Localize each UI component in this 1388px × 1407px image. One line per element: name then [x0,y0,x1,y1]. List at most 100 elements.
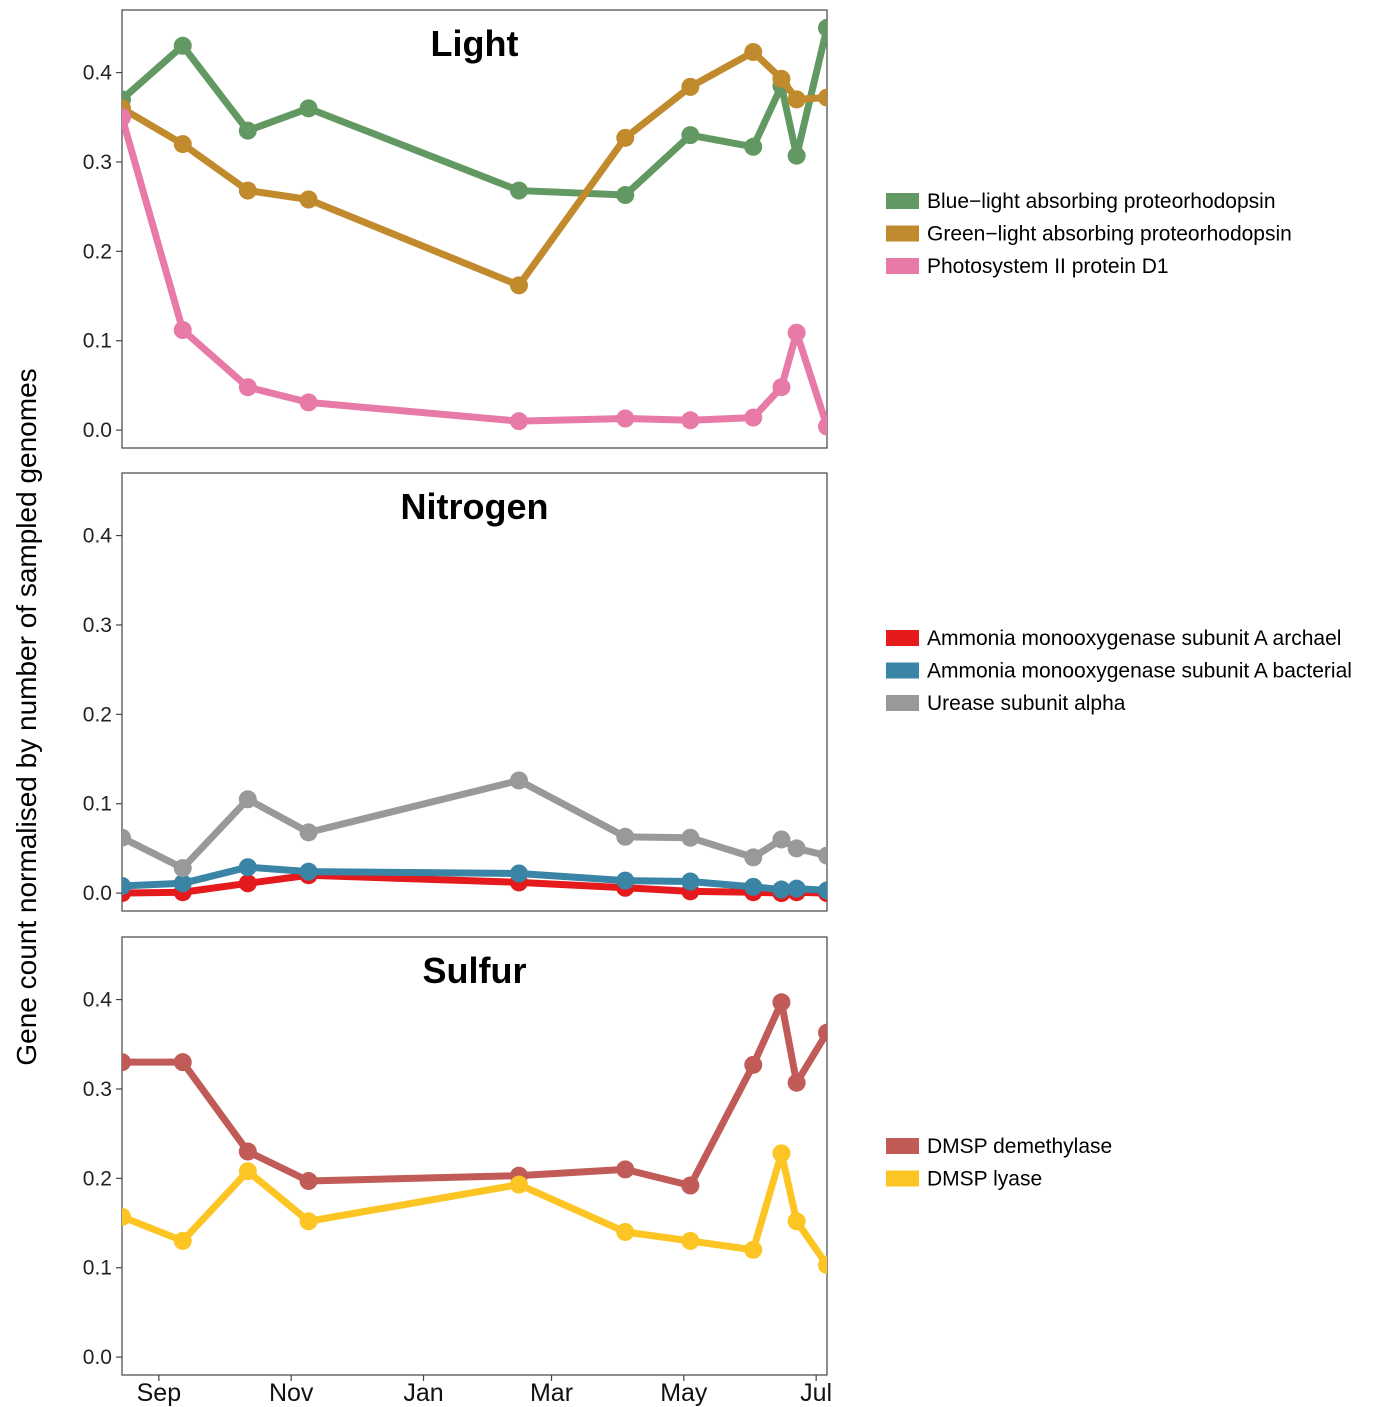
y-tick-label: 0.1 [83,793,112,816]
data-point [616,186,634,204]
data-point [681,78,699,96]
data-point [510,1176,528,1194]
panel-light: 0.0 0.1 0.2 0.3 0.4 Light Blue−light absorbing… [83,10,1292,448]
legend-swatch [886,1138,919,1154]
legend-label: DMSP lyase [927,1168,1042,1191]
data-point [818,89,836,107]
data-point [788,1212,806,1230]
data-point [788,90,806,108]
x-axis: Sep Nov Jan Mar May Jul [137,1375,833,1407]
data-point [818,1256,836,1274]
x-tick-label: Mar [530,1379,573,1407]
legend-label: Ammonia monooxygenase subunit A bacteria… [927,660,1352,683]
panel-title: Nitrogen [401,486,549,527]
data-point [818,1024,836,1042]
data-point [818,881,836,899]
data-point [681,1176,699,1194]
y-tick-label: 0.2 [83,703,112,726]
legend-swatch [886,193,919,209]
series-line [122,1002,827,1185]
data-point [681,829,699,847]
data-point [744,43,762,61]
data-point [300,393,318,411]
legend-swatch [886,226,919,242]
data-point [510,771,528,789]
y-tick-label: 0.2 [83,240,112,263]
data-point [616,129,634,147]
series-line [122,1153,827,1265]
data-point [239,858,257,876]
data-point [744,1241,762,1259]
data-point [300,1212,318,1230]
data-point [239,874,257,892]
y-tick-label: 0.2 [83,1167,112,1190]
y-tick-label: 0.1 [83,1257,112,1280]
y-tick-label: 0.0 [83,1346,112,1369]
panel-nitrogen: 0.0 0.1 0.2 0.3 0.4 Nitrogen Ammonia monooxyge… [83,473,1352,911]
data-point [239,790,257,808]
data-point [681,1232,699,1250]
legend: Ammonia monooxygenase subunit A archael A… [886,627,1352,715]
data-point [174,135,192,153]
data-point [616,828,634,846]
data-point [772,70,790,88]
data-point [300,99,318,117]
legend-label: Urease subunit alpha [927,692,1126,715]
chart-panels: 0.0 0.1 0.2 0.3 0.4 Light Blue−light absorbing… [83,10,1352,1407]
data-point [681,411,699,429]
data-point [239,122,257,140]
y-tick-label: 0.0 [83,882,112,905]
data-point [616,1160,634,1178]
series-line [122,52,827,285]
legend-swatch [886,258,919,274]
panel-title: Sulfur [423,950,527,991]
legend-swatch [886,1171,919,1187]
legend-label: Blue−light absorbing proteorhodopsin [927,190,1276,213]
data-point [113,1053,131,1071]
data-point [113,877,131,895]
panel-frame [122,937,827,1375]
data-point [744,848,762,866]
series-group [113,771,836,902]
data-point [174,37,192,55]
data-point [788,324,806,342]
data-point [510,182,528,200]
data-point [818,19,836,37]
data-point [788,1074,806,1092]
x-tick-label: Jan [403,1379,443,1407]
data-point [174,1232,192,1250]
data-point [510,412,528,430]
data-point [113,108,131,126]
data-point [174,859,192,877]
panel-title: Light [431,23,519,64]
data-point [772,830,790,848]
data-point [510,276,528,294]
data-point [772,1144,790,1162]
data-point [772,993,790,1011]
x-tick-label: May [660,1379,708,1407]
data-point [300,191,318,209]
legend-label: Ammonia monooxygenase subunit A archael [927,627,1341,650]
data-point [616,872,634,890]
y-tick-label: 0.4 [83,525,113,548]
data-point [510,864,528,882]
y-tick-label: 0.4 [83,62,113,85]
data-point [681,126,699,144]
legend-swatch [886,630,919,646]
series-line [122,117,827,426]
data-point [300,1172,318,1190]
data-point [744,1056,762,1074]
data-point [788,839,806,857]
y-tick-label: 0.3 [83,1078,112,1101]
data-point [174,1053,192,1071]
x-tick-label: Sep [137,1379,181,1407]
series-group [113,993,836,1274]
data-point [744,409,762,427]
legend: DMSP demethylase DMSP lyase [886,1135,1112,1191]
legend-swatch [886,695,919,711]
legend-label: DMSP demethylase [927,1135,1112,1158]
panel-frame [122,10,827,448]
y-axis-label: Gene count normalised by number of sampl… [11,368,42,1065]
y-tick-label: 0.0 [83,419,112,442]
